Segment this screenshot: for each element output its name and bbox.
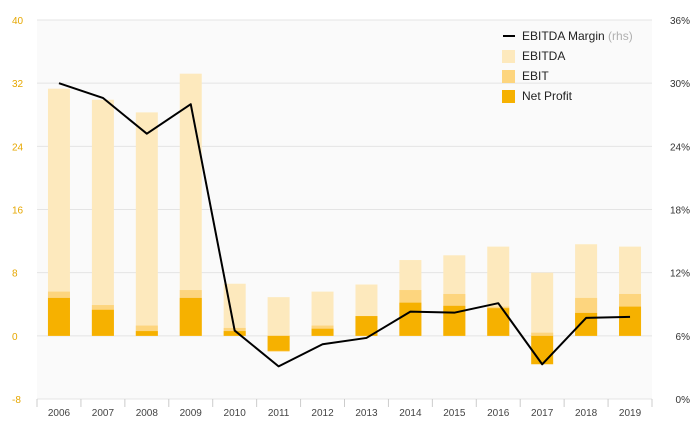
- y-left-tick-label: 0: [12, 332, 18, 343]
- x-tick-label: 2010: [224, 408, 247, 419]
- net-profit-bar: [311, 328, 334, 336]
- ebitda-bar: [531, 272, 554, 336]
- ebitda-bar: [135, 112, 158, 336]
- x-tick-label: 2011: [268, 408, 290, 419]
- x-tick-label: 2006: [48, 408, 71, 419]
- x-tick-label: 2013: [355, 408, 378, 419]
- net-profit-bar: [355, 316, 378, 336]
- legend-label-net-profit: Net Profit: [522, 89, 573, 103]
- net-profit-bar: [619, 306, 642, 336]
- legend-swatch-net-profit: [502, 90, 515, 103]
- ebitda-margin-line: [58, 82, 631, 368]
- ebitda-bar: [311, 291, 334, 336]
- ebitda-bar: [47, 88, 70, 336]
- net-profit-bar: [223, 331, 246, 336]
- legend-label-ebit: EBIT: [522, 69, 549, 83]
- net-profit-bar: [531, 335, 554, 365]
- x-tick-label: 2016: [487, 408, 510, 419]
- y-right-tick-label: 0%: [676, 395, 691, 406]
- net-profit-bar: [399, 302, 422, 336]
- net-profit-bar: [135, 331, 158, 336]
- y-left-tick-label: 40: [12, 16, 24, 27]
- x-tick-label: 2009: [180, 408, 203, 419]
- net-profit-bar: [91, 309, 114, 336]
- y-right-tick-label: 30%: [670, 79, 690, 90]
- x-tick-label: 2018: [575, 408, 598, 419]
- y-left-tick-label: 16: [12, 206, 24, 217]
- ebitda-bar: [267, 297, 290, 336]
- ebit-bar: [135, 325, 158, 336]
- x-tick-label: 2012: [311, 408, 334, 419]
- y-right-tick-label: 18%: [670, 206, 690, 217]
- x-tick-label: 2019: [619, 408, 642, 419]
- y-left-tick-label: 8: [12, 269, 18, 280]
- y-right-tick-label: 24%: [670, 142, 690, 153]
- ebitda-bar: [91, 99, 114, 336]
- net-profit-bar: [575, 312, 598, 336]
- net-profit-bar: [47, 297, 70, 336]
- legend-label-suffix: (rhs): [605, 29, 633, 43]
- legend-label-ebitda: EBITDA: [522, 49, 565, 63]
- legend-label-ebitda-margin: EBITDA Margin (rhs): [522, 29, 633, 43]
- y-right-tick-label: 6%: [676, 332, 691, 343]
- y-left-tick-label: 24: [12, 142, 24, 153]
- legend-swatch-ebit: [502, 70, 515, 83]
- x-tick-label: 2007: [92, 408, 115, 419]
- net-profit-bar: [487, 308, 510, 336]
- x-tick-label: 2017: [531, 408, 554, 419]
- x-tick-label: 2008: [136, 408, 159, 419]
- legend: EBITDA Margin (rhs) EBITDA EBIT Net Profit: [502, 29, 633, 103]
- y-left-tick-label: 32: [12, 79, 24, 90]
- x-tick-label: 2015: [443, 408, 466, 419]
- ebitda-bar: [223, 283, 246, 336]
- y-left-tick-label: -8: [12, 395, 21, 406]
- net-profit-bar: [267, 335, 290, 351]
- y-right-tick-label: 36%: [670, 16, 690, 27]
- ebitda-bar: [179, 73, 202, 336]
- ebit-bar: [531, 332, 554, 336]
- x-tick-label: 2014: [399, 408, 422, 419]
- legend-swatch-ebitda: [502, 50, 515, 63]
- y-right-tick-label: 12%: [670, 269, 690, 280]
- net-profit-bar: [179, 297, 202, 336]
